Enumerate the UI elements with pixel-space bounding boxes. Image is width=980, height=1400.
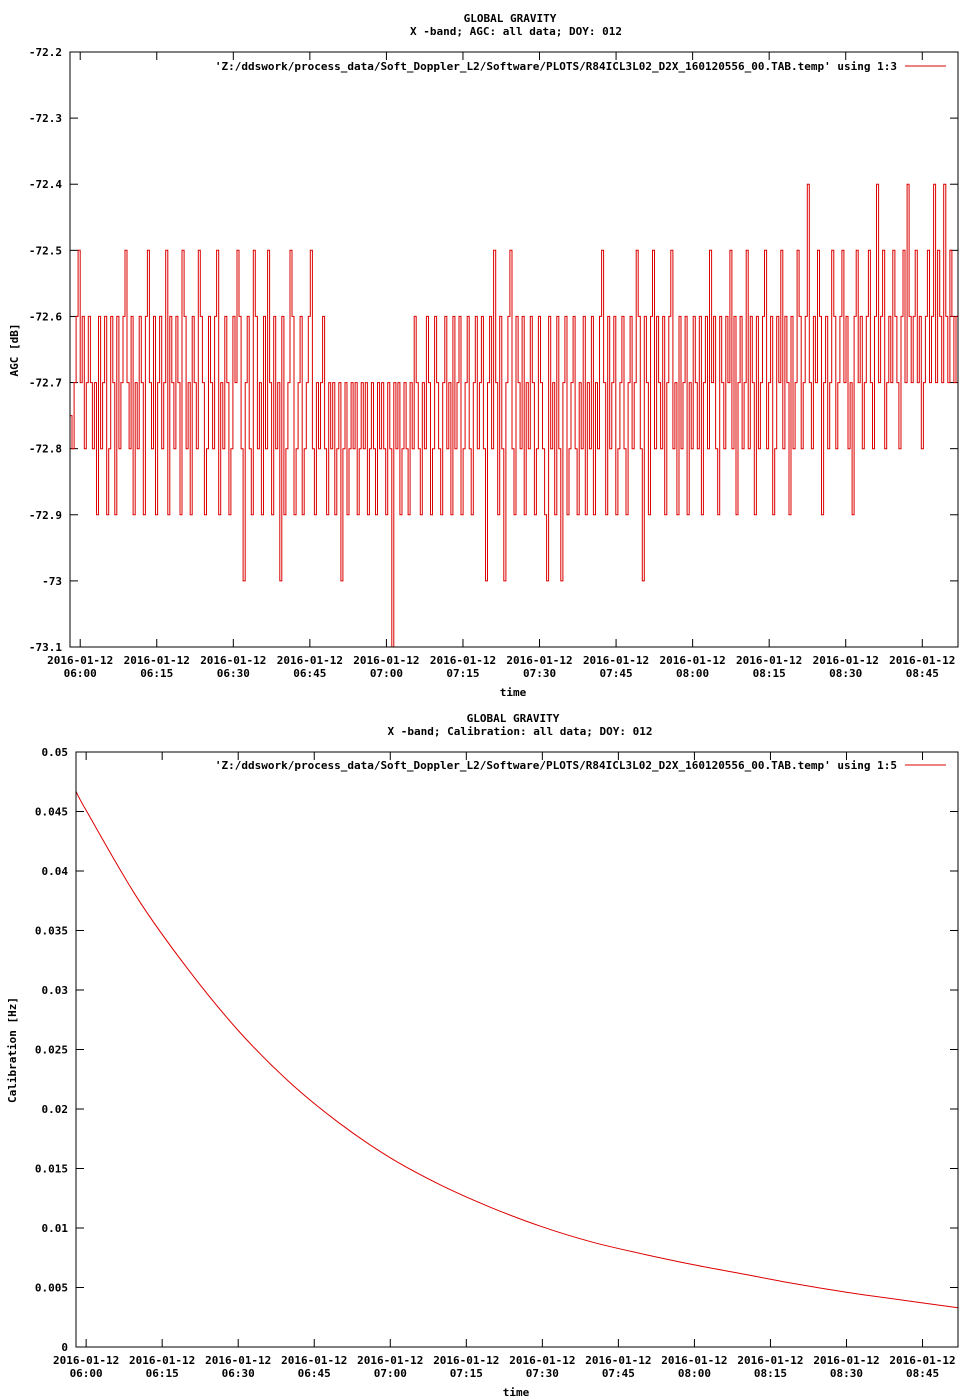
x-tick-date: 2016-01-12 bbox=[889, 654, 955, 667]
y-tick-label: -72.6 bbox=[29, 310, 62, 323]
y-tick-label: 0.015 bbox=[35, 1163, 68, 1176]
x-tick-date: 2016-01-12 bbox=[813, 654, 879, 667]
y-tick-label: -72.4 bbox=[29, 178, 62, 191]
x-tick-time: 08:45 bbox=[906, 1367, 939, 1380]
y-tick-label: 0.05 bbox=[42, 746, 69, 759]
y-tick-label: -72.5 bbox=[29, 244, 62, 257]
x-tick-time: 07:00 bbox=[370, 667, 403, 680]
x-tick-time: 08:30 bbox=[830, 1367, 863, 1380]
x-tick-date: 2016-01-12 bbox=[281, 1354, 347, 1367]
x-tick-date: 2016-01-12 bbox=[585, 1354, 651, 1367]
y-axis-label: Calibration [Hz] bbox=[6, 997, 19, 1103]
x-axis-label: time bbox=[503, 1386, 530, 1399]
x-tick-time: 08:15 bbox=[753, 667, 786, 680]
plot-frame bbox=[75, 751, 959, 1348]
x-tick-time: 06:30 bbox=[222, 1367, 255, 1380]
x-tick-date: 2016-01-12 bbox=[737, 1354, 803, 1367]
x-tick-date: 2016-01-12 bbox=[660, 654, 726, 667]
x-tick-time: 06:30 bbox=[217, 667, 250, 680]
x-tick-date: 2016-01-12 bbox=[47, 654, 113, 667]
y-tick-label: 0.035 bbox=[35, 925, 68, 938]
y-tick-label: 0.03 bbox=[42, 984, 69, 997]
x-tick-date: 2016-01-12 bbox=[509, 1354, 575, 1367]
x-tick-date: 2016-01-12 bbox=[583, 654, 649, 667]
x-tick-time: 07:15 bbox=[446, 667, 479, 680]
x-ticks: 2016-01-1206:002016-01-1206:152016-01-12… bbox=[53, 752, 956, 1380]
y-tick-label: 0.045 bbox=[35, 806, 68, 819]
agc-chart: GLOBAL GRAVITY X -band; AGC: all data; D… bbox=[8, 12, 959, 699]
x-tick-time: 06:15 bbox=[146, 1367, 179, 1380]
x-tick-time: 07:30 bbox=[523, 667, 556, 680]
x-tick-date: 2016-01-12 bbox=[205, 1354, 271, 1367]
x-tick-date: 2016-01-12 bbox=[53, 1354, 119, 1367]
x-tick-date: 2016-01-12 bbox=[277, 654, 343, 667]
plot-frame bbox=[69, 51, 959, 648]
x-tick-time: 08:45 bbox=[906, 667, 939, 680]
y-ticks: -72.2 -72.3 -72.4 -72.5 -72.6 -72.7 -72.8 -72.9… bbox=[29, 46, 958, 654]
calibration-series-line bbox=[75, 791, 959, 1309]
x-tick-date: 2016-01-12 bbox=[661, 1354, 727, 1367]
chart-title: GLOBAL GRAVITY bbox=[464, 12, 557, 25]
x-tick-time: 06:00 bbox=[70, 1367, 103, 1380]
x-tick-date: 2016-01-12 bbox=[353, 654, 419, 667]
legend-label: 'Z:/ddswork/process_data/Soft_Doppler_L2… bbox=[215, 759, 897, 772]
x-tick-time: 07:45 bbox=[600, 667, 633, 680]
y-tick-label: 0 bbox=[61, 1341, 68, 1354]
x-tick-date: 2016-01-12 bbox=[357, 1354, 423, 1367]
x-tick-time: 08:15 bbox=[754, 1367, 787, 1380]
y-tick-label: 0.01 bbox=[42, 1222, 69, 1235]
y-tick-label: -73.1 bbox=[29, 641, 62, 654]
y-ticks: 0.05 0.045 0.04 0.035 0.03 0.025 0.02 0.015 0.01… bbox=[35, 746, 958, 1354]
y-axis-label: AGC [dB] bbox=[8, 324, 21, 377]
y-tick-label: -72.2 bbox=[29, 46, 62, 59]
chart-subtitle: X -band; AGC: all data; DOY: 012 bbox=[410, 25, 622, 38]
x-tick-time: 08:30 bbox=[829, 667, 862, 680]
y-tick-label: 0.005 bbox=[35, 1282, 68, 1295]
x-tick-date: 2016-01-12 bbox=[129, 1354, 195, 1367]
y-tick-label: -72.9 bbox=[29, 509, 62, 522]
x-tick-date: 2016-01-12 bbox=[889, 1354, 955, 1367]
y-tick-label: -72.7 bbox=[29, 377, 62, 390]
x-tick-time: 06:45 bbox=[293, 667, 326, 680]
x-tick-date: 2016-01-12 bbox=[124, 654, 190, 667]
y-tick-label: -72.8 bbox=[29, 443, 62, 456]
legend-label: 'Z:/ddswork/process_data/Soft_Doppler_L2… bbox=[215, 60, 897, 73]
x-tick-time: 07:45 bbox=[602, 1367, 635, 1380]
chart-title: GLOBAL GRAVITY bbox=[467, 712, 560, 725]
x-tick-time: 06:45 bbox=[298, 1367, 331, 1380]
x-tick-time: 07:15 bbox=[450, 1367, 483, 1380]
calibration-chart: GLOBAL GRAVITY X -band; Calibration: all… bbox=[6, 712, 959, 1399]
x-tick-time: 06:00 bbox=[64, 667, 97, 680]
y-tick-label: -73 bbox=[42, 575, 62, 588]
x-tick-date: 2016-01-12 bbox=[200, 654, 266, 667]
x-axis-label: time bbox=[500, 686, 527, 699]
x-tick-time: 07:30 bbox=[526, 1367, 559, 1380]
y-tick-label: 0.02 bbox=[42, 1103, 69, 1116]
y-tick-label: 0.025 bbox=[35, 1044, 68, 1057]
agc-series-line bbox=[70, 118, 959, 648]
chart-subtitle: X -band; Calibration: all data; DOY: 012 bbox=[388, 725, 653, 738]
x-tick-date: 2016-01-12 bbox=[813, 1354, 879, 1367]
x-ticks: 2016-01-1206:002016-01-1206:152016-01-12… bbox=[47, 52, 955, 680]
x-tick-time: 08:00 bbox=[678, 1367, 711, 1380]
x-tick-time: 07:00 bbox=[374, 1367, 407, 1380]
x-tick-date: 2016-01-12 bbox=[506, 654, 572, 667]
x-tick-date: 2016-01-12 bbox=[433, 1354, 499, 1367]
x-tick-date: 2016-01-12 bbox=[736, 654, 802, 667]
y-tick-label: -72.3 bbox=[29, 112, 62, 125]
x-tick-time: 08:00 bbox=[676, 667, 709, 680]
x-tick-time: 06:15 bbox=[140, 667, 173, 680]
x-tick-date: 2016-01-12 bbox=[430, 654, 496, 667]
y-tick-label: 0.04 bbox=[42, 865, 69, 878]
